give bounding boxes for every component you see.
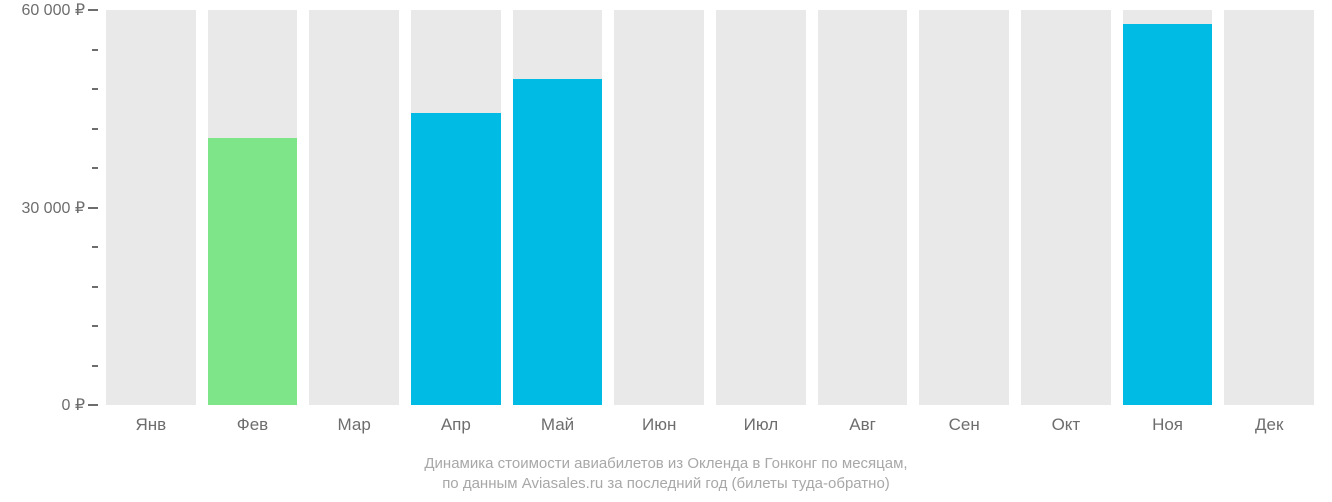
bar-background — [716, 10, 806, 405]
bar-slot — [309, 10, 399, 405]
y-minor-tick — [92, 246, 98, 248]
x-axis-label: Фев — [208, 415, 298, 435]
caption-line-1: Динамика стоимости авиабилетов из Окленд… — [424, 455, 907, 472]
bar-slot — [1021, 10, 1111, 405]
y-minor-tick — [92, 286, 98, 288]
bar-background — [309, 10, 399, 405]
x-axis-label: Май — [513, 415, 603, 435]
bar-fill — [513, 79, 603, 405]
x-axis: Янв Фев Мар Апр Май Июн Июл Авг Сен Окт Ноя Дек — [100, 415, 1320, 435]
bar-slot — [106, 10, 196, 405]
x-axis-label: Сен — [919, 415, 1009, 435]
bar-background — [1224, 10, 1314, 405]
bar-slot — [208, 10, 298, 405]
x-axis-label: Янв — [106, 415, 196, 435]
y-minor-tick — [92, 128, 98, 130]
bar-background — [919, 10, 1009, 405]
x-axis-label: Июн — [614, 415, 704, 435]
x-axis-label: Ноя — [1123, 415, 1213, 435]
x-axis-label: Окт — [1021, 415, 1111, 435]
bar-slot — [1123, 10, 1213, 405]
y-axis-label: 30 000 ₽ — [21, 198, 85, 218]
y-axis: 0 ₽30 000 ₽60 000 ₽ — [0, 10, 85, 405]
bar-slot — [919, 10, 1009, 405]
y-axis-label: 0 ₽ — [61, 395, 85, 415]
bar-slot — [818, 10, 908, 405]
x-axis-label: Апр — [411, 415, 501, 435]
y-minor-tick — [92, 325, 98, 327]
chart-caption: Динамика стоимости авиабилетов из Окленд… — [0, 454, 1332, 495]
bar-slot — [513, 10, 603, 405]
x-axis-label: Дек — [1224, 415, 1314, 435]
bars-container — [100, 10, 1320, 405]
x-axis-label: Июл — [716, 415, 806, 435]
bar-slot — [1224, 10, 1314, 405]
bar-background — [614, 10, 704, 405]
y-major-tick — [88, 9, 98, 11]
bar-background — [1021, 10, 1111, 405]
bar-slot — [411, 10, 501, 405]
plot-area — [100, 10, 1320, 405]
y-major-tick — [88, 207, 98, 209]
bar-slot — [614, 10, 704, 405]
x-axis-label: Мар — [309, 415, 399, 435]
caption-line-2: по данным Aviasales.ru за последний год … — [442, 475, 890, 492]
y-major-tick — [88, 404, 98, 406]
y-minor-tick — [92, 167, 98, 169]
x-axis-label: Авг — [818, 415, 908, 435]
bar-slot — [716, 10, 806, 405]
bar-fill — [1123, 24, 1213, 405]
y-minor-tick — [92, 88, 98, 90]
bar-fill — [208, 138, 298, 405]
y-minor-tick — [92, 365, 98, 367]
bar-background — [106, 10, 196, 405]
bar-background — [818, 10, 908, 405]
y-minor-tick — [92, 49, 98, 51]
price-by-month-chart: 0 ₽30 000 ₽60 000 ₽ ЯнвФевМарАпрМайИюнИю… — [0, 0, 1332, 502]
y-axis-label: 60 000 ₽ — [21, 0, 85, 20]
bar-fill — [411, 113, 501, 405]
